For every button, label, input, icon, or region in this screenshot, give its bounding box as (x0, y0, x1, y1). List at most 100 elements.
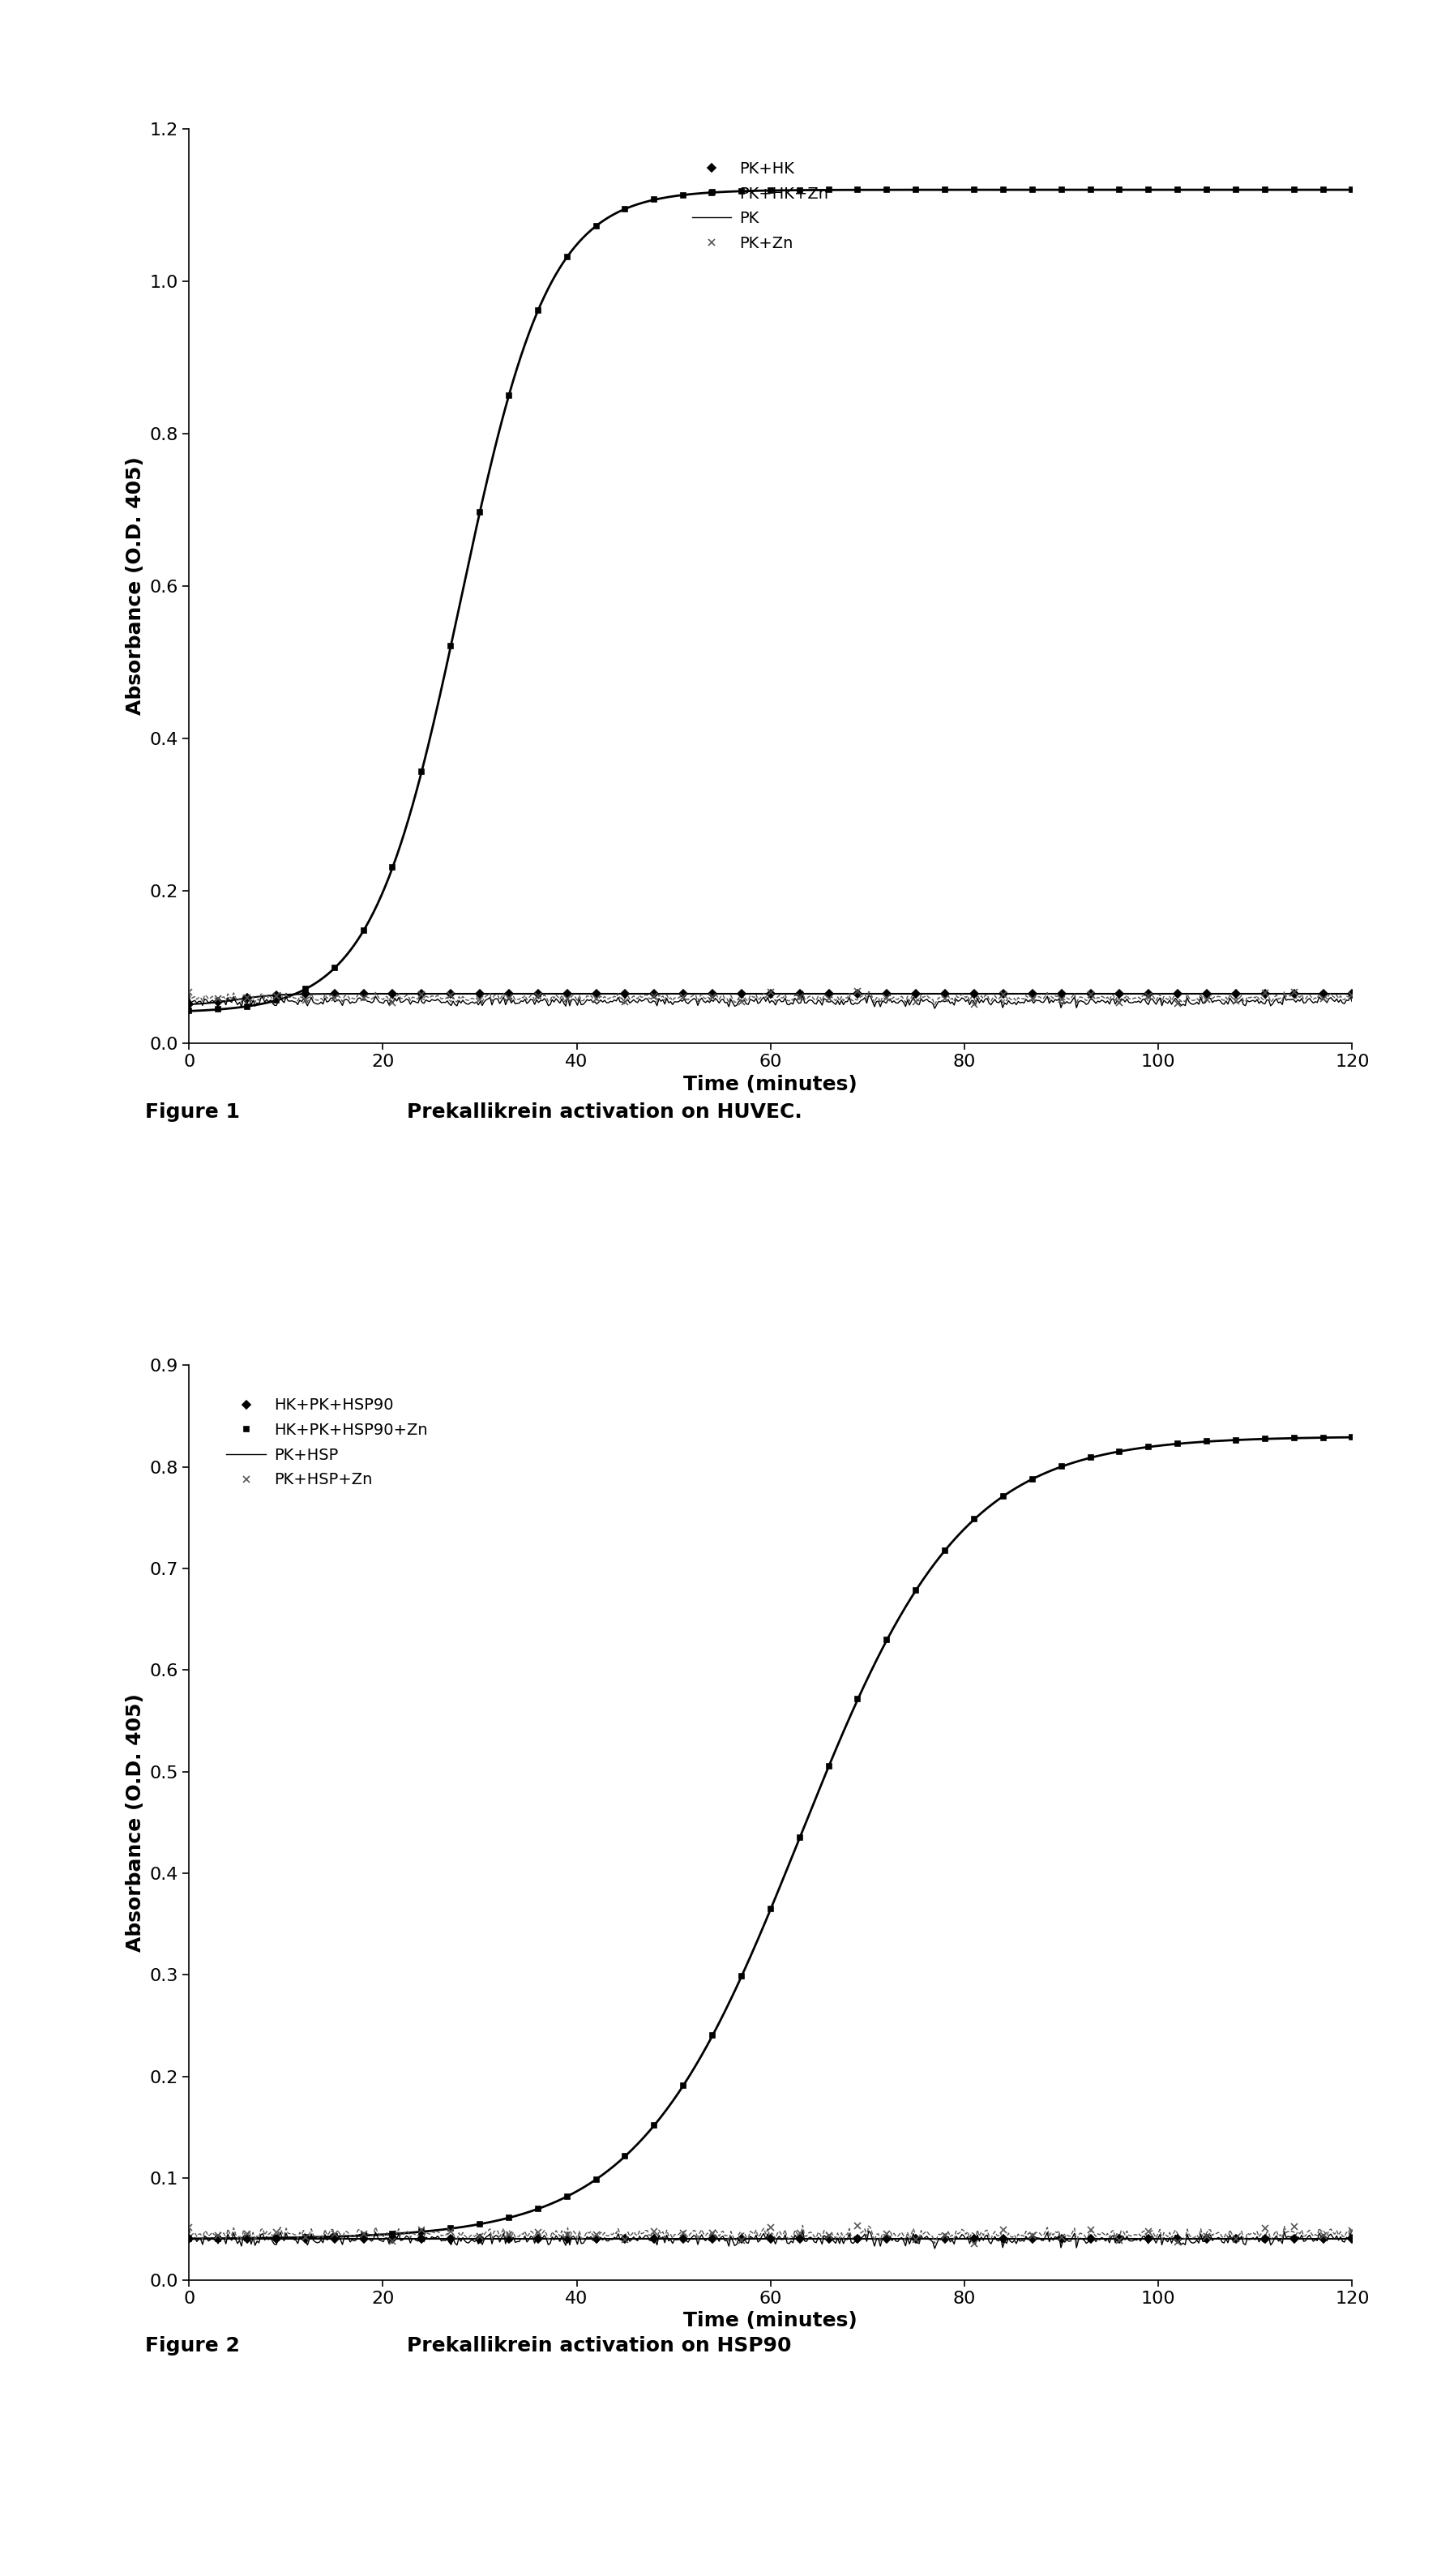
Line: HK+PK+HSP90: HK+PK+HSP90 (186, 2236, 1355, 2241)
PK+HK (646, 979, 663, 1010)
HK+PK+HSP90 (995, 2223, 1012, 2254)
PK+HK+Zn (1082, 175, 1099, 206)
PK+HK+Zn (413, 755, 430, 786)
HK+PK+HSP90+Zn (704, 2020, 721, 2050)
PK+HSP+Zn (1256, 2213, 1274, 2244)
PK+HSP+Zn (268, 2218, 285, 2249)
PK+Zn (297, 984, 314, 1015)
PK+HSP+Zn (1169, 2228, 1186, 2259)
HK+PK+HSP90 (675, 2223, 692, 2254)
PK+HSP+Zn (1140, 2215, 1157, 2246)
PK+HK+Zn (1285, 175, 1303, 206)
PK+HK+Zn (675, 180, 692, 211)
PK+HK+Zn (238, 992, 256, 1023)
PK+HSP (707, 2221, 724, 2251)
PK+HK+Zn (355, 914, 372, 945)
HK+PK+HSP90+Zn (820, 1752, 838, 1783)
PK+HK+Zn (791, 175, 808, 206)
HK+PK+HSP90+Zn (500, 2202, 518, 2233)
PK+HK (1285, 979, 1303, 1010)
HK+PK+HSP90+Zn (1082, 1443, 1099, 1473)
PK (1060, 987, 1077, 1018)
PK+HSP+Zn (646, 2215, 663, 2246)
PK+HK+Zn (1140, 175, 1157, 206)
HK+PK+HSP90+Zn (471, 2208, 489, 2239)
PK+HK (762, 979, 779, 1010)
PK (926, 992, 944, 1023)
PK+HK+Zn (878, 175, 896, 206)
PK (961, 989, 979, 1020)
Line: PK+HSP: PK+HSP (189, 2231, 1352, 2249)
PK+HK (529, 979, 547, 1010)
Line: PK+HK: PK+HK (186, 992, 1355, 1007)
PK+HSP+Zn (180, 2213, 198, 2244)
HK+PK+HSP90 (297, 2223, 314, 2254)
HK+PK+HSP90+Zn (297, 2223, 314, 2254)
HK+PK+HSP90 (529, 2223, 547, 2254)
HK+PK+HSP90+Zn (442, 2213, 459, 2244)
PK+HSP+Zn (878, 2218, 896, 2249)
PK+HK (442, 979, 459, 1010)
PK+HSP (180, 2218, 198, 2249)
X-axis label: Time (minutes): Time (minutes) (683, 2311, 858, 2331)
HK+PK+HSP90 (965, 2223, 983, 2254)
PK+HK+Zn (180, 994, 198, 1025)
HK+PK+HSP90+Zn (675, 2071, 692, 2102)
HK+PK+HSP90 (1256, 2223, 1274, 2254)
PK+HSP+Zn (413, 2215, 430, 2246)
HK+PK+HSP90+Zn (936, 1535, 954, 1566)
HK+PK+HSP90+Zn (733, 1960, 750, 1991)
PK+HSP (1060, 2226, 1077, 2257)
PK+Zn (442, 981, 459, 1012)
PK+HK+Zn (616, 193, 634, 224)
PK+Zn (936, 984, 954, 1015)
PK (707, 981, 724, 1012)
PK+HSP+Zn (1227, 2223, 1245, 2254)
PK+HK (704, 979, 721, 1010)
PK+HK+Zn (820, 175, 838, 206)
PK+HSP+Zn (500, 2221, 518, 2251)
PK+Zn (384, 987, 401, 1018)
Line: PK+HSP+Zn: PK+HSP+Zn (186, 2223, 1355, 2246)
PK+HK+Zn (1111, 175, 1128, 206)
HK+PK+HSP90+Zn (1227, 1425, 1245, 1455)
PK+HSP+Zn (384, 2226, 401, 2257)
PK+HK (1053, 979, 1070, 1010)
HK+PK+HSP90+Zn (384, 2218, 401, 2249)
PK+HK (471, 979, 489, 1010)
PK+HSP (794, 2215, 811, 2246)
PK+Zn (1169, 989, 1186, 1020)
PK+HK (1169, 979, 1186, 1010)
PK+HK (587, 979, 605, 1010)
PK+HSP+Zn (995, 2215, 1012, 2246)
PK+HSP+Zn (1343, 2215, 1361, 2246)
PK+HK (616, 979, 634, 1010)
HK+PK+HSP90+Zn (238, 2223, 256, 2254)
HK+PK+HSP90+Zn (1169, 1427, 1186, 1458)
PK+HK (936, 979, 954, 1010)
PK+Zn (907, 987, 925, 1018)
HK+PK+HSP90+Zn (413, 2215, 430, 2246)
PK+Zn (704, 981, 721, 1012)
PK+Zn (1082, 979, 1099, 1010)
PK+HSP+Zn (907, 2226, 925, 2257)
PK+HK (180, 989, 198, 1020)
HK+PK+HSP90+Zn (646, 2110, 663, 2141)
PK+HSP+Zn (1111, 2226, 1128, 2257)
HK+PK+HSP90+Zn (1140, 1432, 1157, 1463)
HK+PK+HSP90 (355, 2223, 372, 2254)
HK+PK+HSP90+Zn (1111, 1435, 1128, 1466)
PK+HK (1082, 979, 1099, 1010)
PK+Zn (268, 981, 285, 1012)
Line: HK+PK+HSP90+Zn: HK+PK+HSP90+Zn (186, 1435, 1355, 2241)
PK+Zn (1343, 979, 1361, 1010)
PK+HK+Zn (907, 175, 925, 206)
HK+PK+HSP90 (1314, 2223, 1332, 2254)
PK+HK+Zn (1314, 175, 1332, 206)
PK+Zn (1111, 987, 1128, 1018)
PK+Zn (762, 976, 779, 1007)
PK+HK+Zn (326, 953, 343, 984)
PK+HK (326, 979, 343, 1010)
PK+HK (500, 979, 518, 1010)
PK+Zn (965, 989, 983, 1020)
